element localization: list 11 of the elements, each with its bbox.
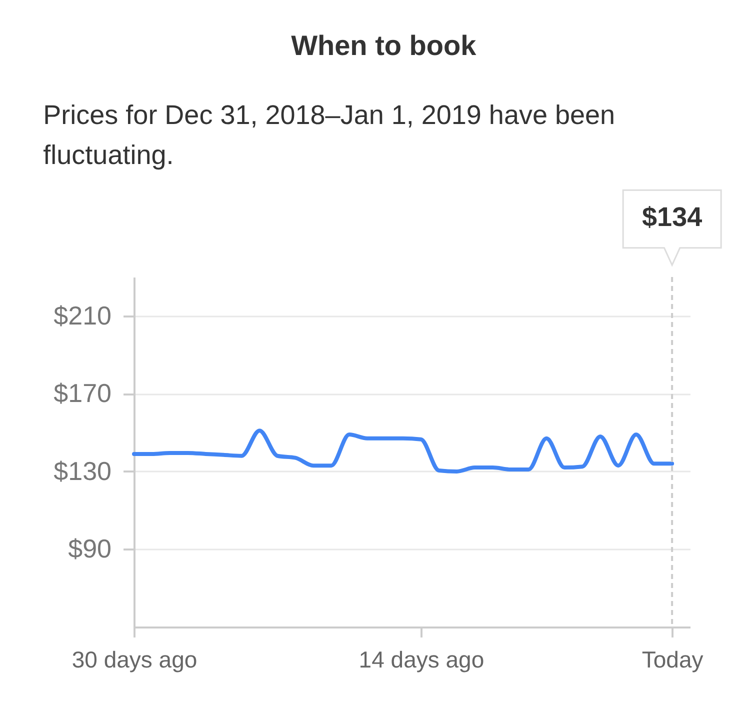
- y-tick-label: $170: [54, 378, 112, 408]
- chart-subtitle: Prices for Dec 31, 2018–Jan 1, 2019 have been fluctuating.: [43, 100, 616, 170]
- x-tick-label: Today: [642, 646, 704, 672]
- y-tick-label: $210: [54, 300, 112, 330]
- y-tick-label: $90: [68, 534, 112, 564]
- x-tick-label: 14 days ago: [358, 646, 484, 672]
- y-tick-label: $130: [54, 456, 112, 486]
- chart-title: When to book: [291, 30, 477, 62]
- line-series: [132, 428, 674, 474]
- x-tick-label: 30 days ago: [72, 646, 198, 672]
- text: $134: [642, 202, 702, 232]
